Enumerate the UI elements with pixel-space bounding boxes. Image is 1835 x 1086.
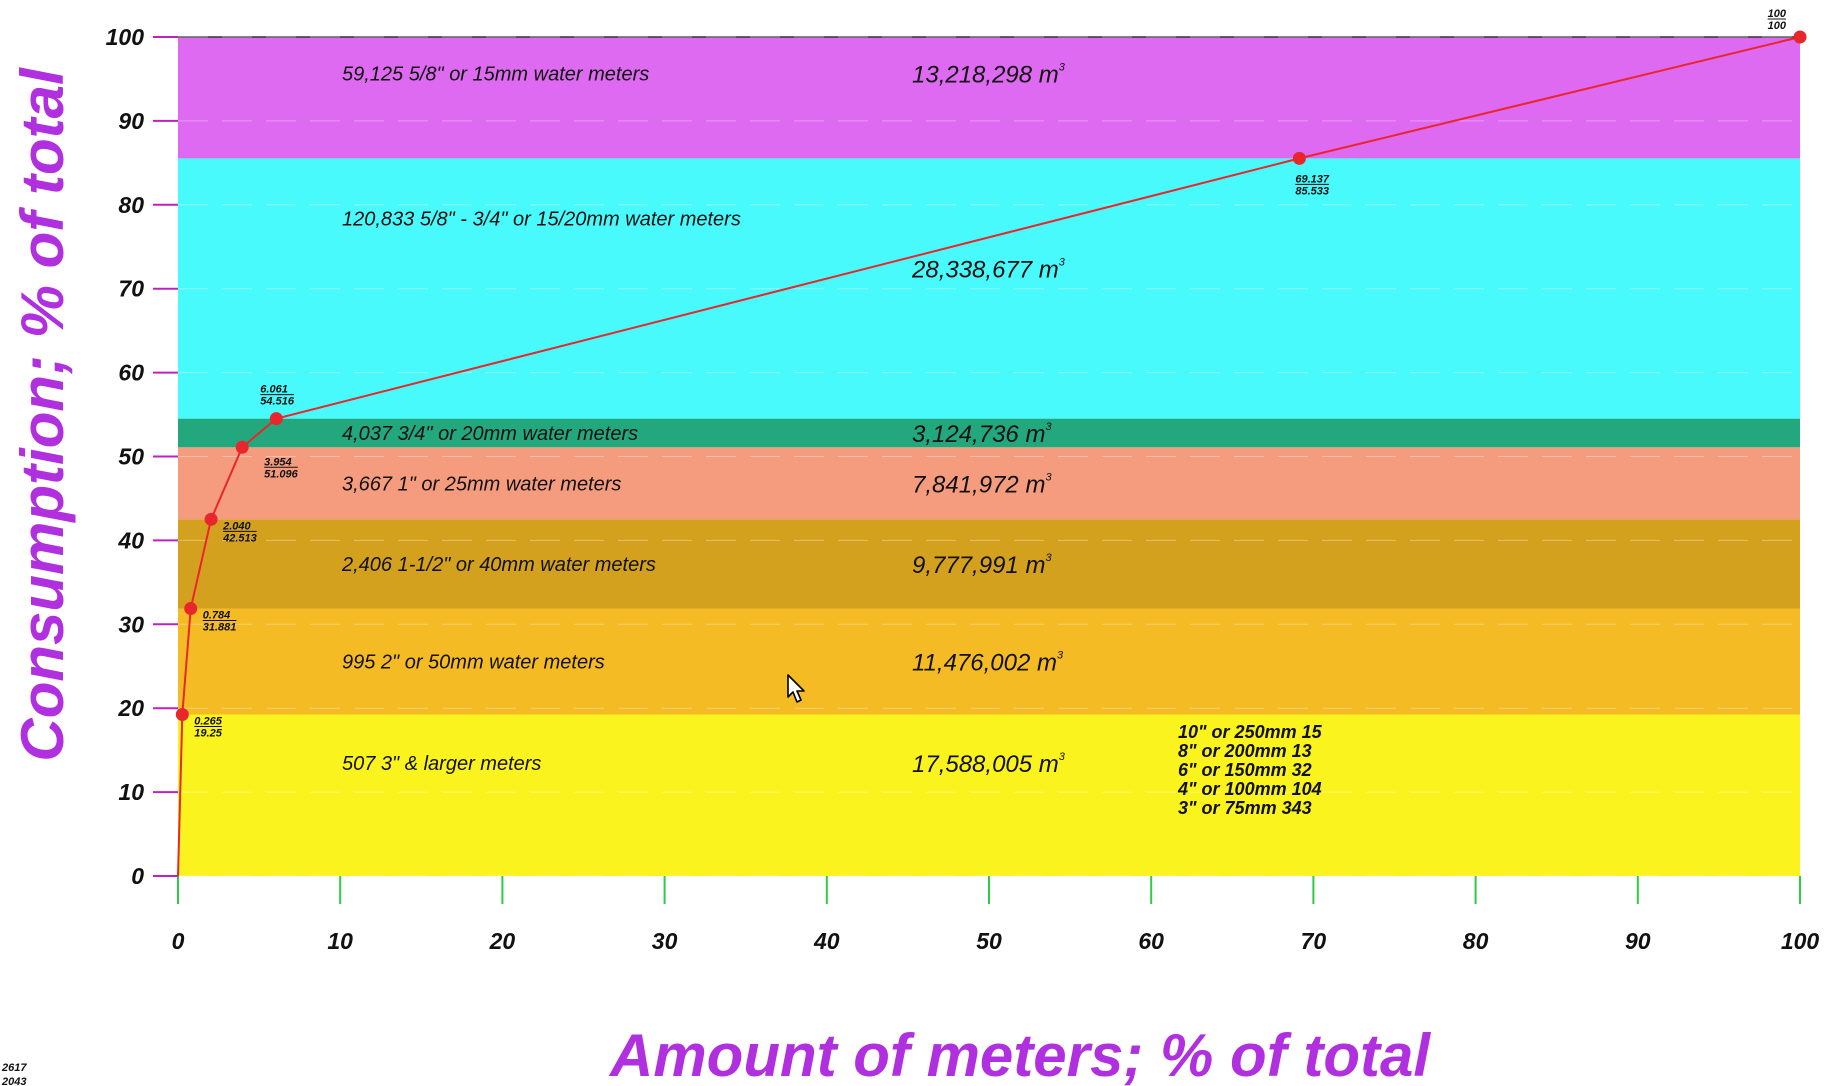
series-line	[177, 36, 1801, 877]
y-axis-title: Consumption; % of total	[9, 67, 76, 762]
band-label: 995 2" or 50mm water meters	[342, 652, 605, 674]
y-tick-label: 90	[118, 108, 144, 134]
x-tick-label: 30	[652, 928, 678, 954]
band-volume: 7,841,972 m3	[912, 471, 1052, 498]
breakdown-line: 6" or 150mm 32	[1178, 760, 1312, 780]
volume-unit-exponent: 3	[1057, 650, 1064, 662]
y-tick-label: 70	[118, 276, 144, 302]
data-label-x: 3.954	[264, 456, 292, 468]
data-label-x: 69.137	[1295, 173, 1330, 185]
data-label-x: 0.784	[203, 610, 231, 622]
data-label-y: 42.513	[222, 532, 257, 544]
axes: 0 10 20 30 40 50 60 70 80 90 100 0 10 20 30 40 50 60 70 80 9…	[106, 24, 1820, 954]
data-point	[184, 602, 198, 616]
y-tick-label: 100	[106, 24, 145, 50]
x-tick-label: 60	[1138, 928, 1164, 954]
band-volume: 28,338,677 m3	[911, 256, 1066, 283]
band-label: 120,833 5/8" - 3/4" or 15/20mm water met…	[342, 208, 741, 230]
data-label-y: 54.516	[260, 396, 295, 408]
band-label: 4,037 3/4" or 20mm water meters	[342, 423, 638, 445]
y-tick-label: 20	[117, 695, 144, 721]
band-label: 3,667 1" or 25mm water meters	[342, 473, 621, 495]
band-volume: 9,777,991 m3	[912, 552, 1052, 579]
data-label-x: 6.061	[260, 384, 288, 396]
band-volume: 17,588,005 m3	[912, 751, 1066, 778]
grid-lines	[178, 36, 1800, 877]
breakdown-line: 8" or 200mm 13	[1178, 741, 1312, 761]
consumption-bands	[178, 36, 1800, 876]
data-point	[1793, 30, 1807, 44]
y-tick-label: 50	[118, 444, 144, 470]
x-axis-title: Amount of meters; % of total	[608, 1022, 1431, 1086]
data-point	[269, 412, 283, 426]
band-label: 2,406 1-1/2" or 40mm water meters	[341, 554, 656, 576]
y-tick-label: 80	[118, 192, 144, 218]
band-1	[178, 608, 1800, 715]
corner-fragments: 2617 2043	[1, 1062, 27, 1086]
x-tick-label: 50	[976, 928, 1002, 954]
x-tick-label: 80	[1463, 928, 1489, 954]
data-point	[235, 440, 249, 454]
volume-unit-exponent: 3	[1045, 552, 1052, 564]
y-tick-label: 60	[118, 360, 144, 386]
x-tick-label: 10	[327, 928, 353, 954]
breakdown-line: 3" or 75mm 343	[1178, 798, 1312, 818]
band-2	[178, 519, 1800, 609]
band-6	[178, 37, 1800, 159]
data-point	[1292, 151, 1306, 165]
data-label-x: 100	[1768, 8, 1787, 20]
x-tick-label: 40	[813, 928, 840, 954]
y-tick-label: 10	[118, 779, 144, 805]
y-tick-label: 40	[117, 527, 144, 553]
data-point	[175, 707, 189, 721]
band-label: 59,125 5/8" or 15mm water meters	[342, 63, 649, 85]
x-tick-label: 20	[489, 928, 516, 954]
y-tick-label: 30	[118, 611, 144, 637]
band-volume: 13,218,298 m3	[912, 61, 1066, 88]
x-tick-label: 0	[172, 928, 185, 954]
data-label-x: 0.265	[194, 715, 222, 727]
breakdown-line: 10" or 250mm 15	[1178, 722, 1323, 742]
band-4	[178, 418, 1800, 448]
data-label-y: 19.25	[194, 727, 222, 739]
corner-fragment: 2043	[1, 1076, 26, 1086]
data-point	[204, 512, 218, 526]
data-label-y: 100	[1768, 20, 1787, 32]
x-tick-label: 90	[1625, 928, 1651, 954]
volume-unit-exponent: 3	[1045, 421, 1052, 433]
x-tick-label: 100	[1781, 928, 1820, 954]
mouse-cursor-icon	[787, 674, 805, 703]
data-label-y: 85.533	[1295, 185, 1329, 197]
data-label-y: 31.881	[203, 622, 237, 634]
y-tick-label: 0	[131, 863, 144, 889]
volume-unit-exponent: 3	[1045, 471, 1052, 483]
band-label: 507 3" & larger meters	[342, 753, 541, 775]
volume-unit-exponent: 3	[1059, 61, 1066, 73]
x-tick-label: 70	[1301, 928, 1327, 954]
band-volume: 3,124,736 m3	[912, 421, 1052, 448]
data-label-y: 51.096	[264, 468, 299, 480]
band-labels: 507 3" & larger meters 17,588,005 m3 995 2…	[341, 61, 1066, 778]
data-label-x: 2.040	[222, 520, 251, 532]
breakdown-line: 4" or 100mm 104	[1177, 779, 1322, 799]
volume-unit-exponent: 3	[1059, 256, 1066, 268]
corner-fragment: 2617	[1, 1062, 27, 1074]
volume-unit-exponent: 3	[1059, 751, 1066, 763]
band-0	[178, 714, 1800, 876]
band-volume: 11,476,002 m3	[912, 650, 1064, 677]
band-3	[178, 447, 1800, 520]
large-meter-breakdown: 10" or 250mm 158" or 200mm 136" or 150mm…	[1177, 722, 1323, 818]
